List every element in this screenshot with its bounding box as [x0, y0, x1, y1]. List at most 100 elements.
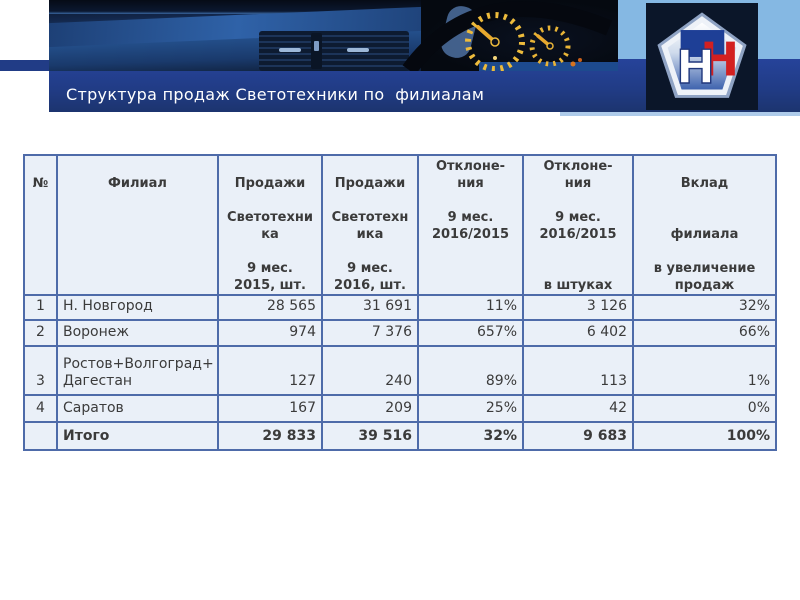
header-line	[221, 158, 319, 175]
table-cell: Ростов+Волгоград+ Дагестан	[56, 345, 219, 396]
column-header-contribution: Вклад филиала в увеличение продаж	[632, 154, 777, 296]
table-row: 4 Саратов 167 209 25% 42 0%	[23, 394, 777, 423]
table-cell: Итого	[56, 421, 219, 451]
header-line: Вклад	[680, 176, 729, 191]
header-line: филиала	[670, 227, 739, 242]
header-line: 9 мес.	[247, 261, 293, 276]
header-line	[325, 243, 415, 260]
column-header-branch: Филиал	[56, 154, 219, 296]
table-cell: 66%	[632, 319, 777, 347]
table-cell: 9 683	[522, 421, 634, 451]
header-line: Филиал	[108, 176, 167, 191]
header-line	[325, 192, 415, 209]
header-line	[421, 192, 520, 209]
table-cell: 3	[23, 345, 58, 396]
table-cell: 39 516	[321, 421, 419, 451]
speedometer-icon	[465, 12, 525, 71]
column-header-deviation-units: Отклоне-ния 9 мес. 2016/2015 в штуках	[522, 154, 634, 296]
car-dashboard-photo	[49, 0, 618, 71]
table-cell: 42	[522, 394, 634, 423]
header-line: в штуках	[543, 278, 613, 293]
dashboard-lower-edge	[479, 62, 618, 71]
table-total-row: Итого 29 833 39 516 32% 9 683 100%	[23, 421, 777, 451]
table-cell: 0%	[632, 394, 777, 423]
table-cell: 4	[23, 394, 58, 423]
table-cell: 167	[217, 394, 323, 423]
header-line: продаж	[674, 278, 735, 293]
header-line	[27, 158, 54, 175]
header-line: 9 мес.	[555, 210, 601, 225]
table-cell: 657%	[417, 319, 524, 347]
column-header-number: №	[23, 154, 58, 296]
table-header-row: № Филиал Продажи Светотехни ка 9 мес. 2015, …	[23, 154, 777, 296]
header-line: 2016/2015	[431, 227, 510, 242]
vent-knob-icon	[311, 33, 322, 69]
table-cell: 11%	[417, 294, 524, 321]
column-header-sales-2016: Продажи Светотехн ика 9 мес. 2016, шт.	[321, 154, 419, 296]
header-line	[526, 260, 630, 277]
table-cell: 209	[321, 394, 419, 423]
table-cell: 1	[23, 294, 58, 321]
header-line: ика	[356, 227, 384, 242]
table-cell: 7 376	[321, 319, 419, 347]
vent-slider-icon	[279, 48, 301, 52]
table-row: 3 Ростов+Волгоград+ Дагестан 127 240 89% 113 1…	[23, 345, 777, 396]
gauge-cluster-icon	[402, 1, 613, 71]
table-cell: 6 402	[522, 319, 634, 347]
header-line: №	[32, 176, 49, 191]
table-cell: 240	[321, 345, 419, 396]
header-line: ния	[564, 176, 592, 191]
table-cell: Н. Новгород	[56, 294, 219, 321]
steering-wheel-rim-icon	[402, 1, 613, 71]
logo-letter-left: Н	[676, 40, 715, 94]
header-line: 2016/2015	[539, 227, 617, 242]
table-cell: 25%	[417, 394, 524, 423]
column-header-sales-2015: Продажи Светотехни ка 9 мес. 2015, шт.	[217, 154, 323, 296]
header-line	[636, 209, 773, 226]
header-line: ка	[261, 227, 279, 242]
table-cell: 32%	[632, 294, 777, 321]
table-row: 2 Воронеж 974 7 376 657% 6 402 66%	[23, 319, 777, 347]
header-line: Продажи	[234, 176, 306, 191]
header-line	[526, 243, 630, 260]
title-bar-left-stripe	[0, 60, 49, 71]
header-line	[636, 243, 773, 260]
table-cell: Воронеж	[56, 319, 219, 347]
header-line: 2016, шт.	[334, 278, 406, 293]
table-cell: 100%	[632, 421, 777, 451]
table-cell: 127	[217, 345, 323, 396]
header-line	[526, 192, 630, 209]
table-cell	[23, 421, 58, 451]
header-line: Отклоне-	[543, 159, 613, 174]
column-header-deviation-percent: Отклоне-ния 9 мес. 2016/2015	[417, 154, 524, 296]
header-line	[221, 192, 319, 209]
header-line: Отклоне-	[435, 159, 506, 174]
table-row: 1 Н. Новгород 28 565 31 691 11% 3 126 32%	[23, 294, 777, 321]
vent-slider-icon	[347, 48, 369, 52]
header-line	[636, 192, 773, 209]
header-line: Светотехни	[227, 210, 313, 225]
logo-letter-right: Н	[700, 33, 739, 87]
table-cell: Саратов	[56, 394, 219, 423]
nn-pentagon-logo-icon: Н Н	[657, 12, 747, 98]
header-accent-line	[560, 112, 800, 116]
header-line: 9 мес.	[347, 261, 393, 276]
header-line: ния	[457, 176, 484, 191]
table-cell: 31 691	[321, 294, 419, 321]
header-line	[221, 243, 319, 260]
company-logo: Н Н	[646, 3, 758, 110]
header-line: 9 мес.	[447, 210, 494, 225]
table-cell: 29 833	[217, 421, 323, 451]
table-cell: 3 126	[522, 294, 634, 321]
header-line: Продажи	[334, 176, 406, 191]
tachometer-icon	[529, 25, 571, 67]
table-cell: 89%	[417, 345, 524, 396]
header-line	[60, 158, 215, 175]
header-line	[636, 158, 773, 175]
table-cell: 28 565	[217, 294, 323, 321]
logo-inner-rect	[680, 30, 725, 57]
table-cell: 32%	[417, 421, 524, 451]
table-cell: 2	[23, 319, 58, 347]
table-cell: 974	[217, 319, 323, 347]
